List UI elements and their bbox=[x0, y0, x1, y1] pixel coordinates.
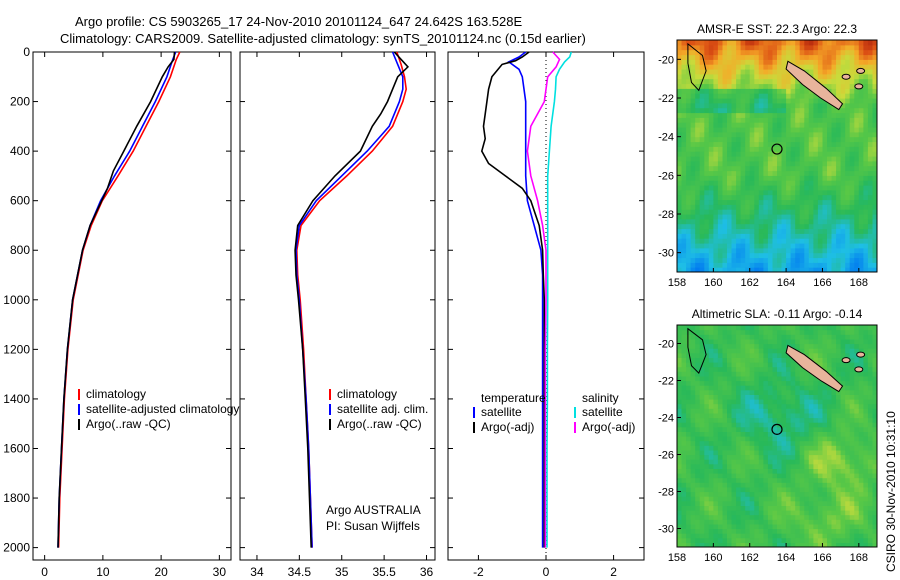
map-y-tick-label: -28 bbox=[658, 209, 674, 221]
x-tick-label: 35.5 bbox=[372, 565, 396, 579]
title-line-1: Argo profile: CS 5903265_17 24-Nov-2010 … bbox=[75, 14, 522, 29]
legend-label: Argo(-adj) bbox=[582, 420, 635, 434]
legend-label: satellite-adjusted climatology bbox=[86, 402, 239, 416]
legend-label: Argo(-adj) bbox=[481, 420, 534, 434]
map-title: Altimetric SLA: -0.11 Argo: -0.14 bbox=[692, 307, 863, 321]
series-satellite bbox=[295, 51, 404, 548]
y-tick-label: 400 bbox=[10, 144, 30, 158]
map-x-tick-label: 168 bbox=[850, 552, 868, 564]
y-tick-label: 1800 bbox=[3, 491, 30, 505]
loyalty-island bbox=[841, 73, 851, 80]
temperature-panel: 0 10 20 30 0 200 400 600 800 1000 1200 1400 1600 1800… bbox=[3, 45, 239, 580]
sst-map-panel: 158 160 162 164 166 168 -20 -22 -24 -26 -28 -30 AMSR… bbox=[658, 22, 878, 289]
map-y-tick-label: -20 bbox=[658, 54, 674, 66]
loyalty-island bbox=[854, 83, 864, 90]
y-tick-label: 1600 bbox=[3, 441, 30, 455]
series-argo bbox=[294, 51, 410, 548]
series-temperature-satellite bbox=[507, 51, 544, 548]
reef-contour bbox=[687, 42, 707, 92]
x-tick-label: 2 bbox=[610, 565, 617, 579]
legend-label: climatology bbox=[337, 387, 397, 401]
map-x-tick-label: 160 bbox=[704, 552, 722, 564]
argo-country-annotation: Argo AUSTRALIA bbox=[326, 503, 421, 517]
map-y-tick-label: -28 bbox=[658, 487, 674, 499]
difference-panel: -202difference from climatologytemperatu… bbox=[447, 51, 645, 580]
x-tick-label: 0 bbox=[543, 565, 550, 579]
y-tick-label: 1200 bbox=[3, 342, 30, 356]
y-tick-label: 0 bbox=[23, 45, 30, 59]
new-caledonia-land bbox=[785, 60, 844, 111]
legend-label: satellite bbox=[582, 405, 623, 419]
series-climatology bbox=[57, 51, 181, 548]
map-x-tick-label: 168 bbox=[850, 277, 868, 289]
map-x-tick-label: 160 bbox=[704, 277, 722, 289]
new-caledonia-land bbox=[785, 344, 844, 393]
loyalty-island bbox=[856, 351, 866, 358]
x-tick-label: 20 bbox=[154, 565, 168, 579]
map-y-tick-label: -22 bbox=[658, 93, 674, 105]
map-x-tick-label: 162 bbox=[741, 277, 759, 289]
x-tick-label: 0 bbox=[41, 565, 48, 579]
map-field bbox=[677, 40, 877, 272]
y-tick-label: 1000 bbox=[3, 293, 30, 307]
map-x-tick-label: 164 bbox=[777, 277, 795, 289]
x-tick-label: 10 bbox=[96, 565, 110, 579]
map-frame bbox=[676, 39, 878, 273]
map-x-tick-label: 158 bbox=[668, 277, 686, 289]
plot-frame bbox=[32, 51, 232, 561]
x-tick-label: 34 bbox=[250, 565, 264, 579]
map-title: AMSR-E SST: 22.3 Argo: 22.3 bbox=[697, 22, 857, 36]
series-satellite bbox=[57, 51, 177, 548]
y-tick-label: 1400 bbox=[3, 392, 30, 406]
pi-annotation: PI: Susan Wijffels bbox=[326, 519, 420, 533]
series-salinity-satellite bbox=[546, 51, 573, 548]
map-y-tick-label: -24 bbox=[658, 413, 674, 425]
map-y-tick-label: -30 bbox=[658, 524, 674, 536]
argo-float-marker bbox=[771, 423, 783, 435]
sla-map-panel: 158 160 162 164 166 168 -20 -22 -24 -26 -28 -30 Alti… bbox=[658, 307, 878, 564]
y-tick-label: 200 bbox=[10, 95, 30, 109]
salinity-panel: 3434.53535.536salinityclimatologysatelli… bbox=[239, 51, 436, 580]
reef-contour bbox=[687, 327, 707, 374]
x-tick-label: 35 bbox=[335, 565, 349, 579]
y-tick-label: 600 bbox=[10, 194, 30, 208]
legend-label: Argo(..raw -QC) bbox=[337, 417, 422, 431]
map-y-tick-label: -26 bbox=[658, 170, 674, 182]
map-x-tick-label: 158 bbox=[668, 552, 686, 564]
map-x-tick-label: 164 bbox=[777, 552, 795, 564]
y-tick-label: 2000 bbox=[3, 541, 30, 555]
legend-label: Argo(..raw -QC) bbox=[86, 417, 171, 431]
series-temperature-argo bbox=[480, 51, 546, 548]
legend-label: climatology bbox=[86, 387, 146, 401]
map-y-tick-label: -24 bbox=[658, 132, 674, 144]
loyalty-island bbox=[841, 357, 851, 364]
loyalty-island bbox=[854, 366, 864, 373]
series-argo bbox=[57, 51, 176, 548]
plot-frame bbox=[239, 51, 436, 561]
map-x-tick-label: 162 bbox=[741, 552, 759, 564]
legend-title-salinity: salinity bbox=[582, 391, 619, 405]
y-tick-label: 800 bbox=[10, 243, 30, 257]
map-y-tick-label: -20 bbox=[658, 339, 674, 351]
map-y-tick-label: -26 bbox=[658, 450, 674, 462]
title-line-2: Climatology: CARS2009. Satellite-adjuste… bbox=[60, 31, 586, 46]
legend-title-temperature: temperature bbox=[481, 391, 546, 405]
argo-float-marker bbox=[771, 143, 783, 155]
map-frame bbox=[676, 324, 878, 548]
map-y-tick-label: -30 bbox=[658, 248, 674, 260]
legend-label: satellite adj. clim. bbox=[337, 402, 428, 416]
map-field bbox=[677, 325, 877, 547]
map-y-tick-label: -22 bbox=[658, 376, 674, 388]
x-tick-label: 36 bbox=[420, 565, 434, 579]
legend-label: satellite bbox=[481, 405, 522, 419]
series-salinity-argo bbox=[526, 51, 561, 548]
x-tick-label: 30 bbox=[213, 565, 227, 579]
loyalty-island bbox=[856, 67, 866, 74]
map-x-tick-label: 166 bbox=[813, 552, 831, 564]
x-tick-label: 34.5 bbox=[288, 565, 312, 579]
x-tick-label: -2 bbox=[473, 565, 484, 579]
map-x-tick-label: 166 bbox=[813, 277, 831, 289]
csiro-timestamp: CSIRO 30-Nov-2010 10:31:10 bbox=[884, 411, 898, 572]
